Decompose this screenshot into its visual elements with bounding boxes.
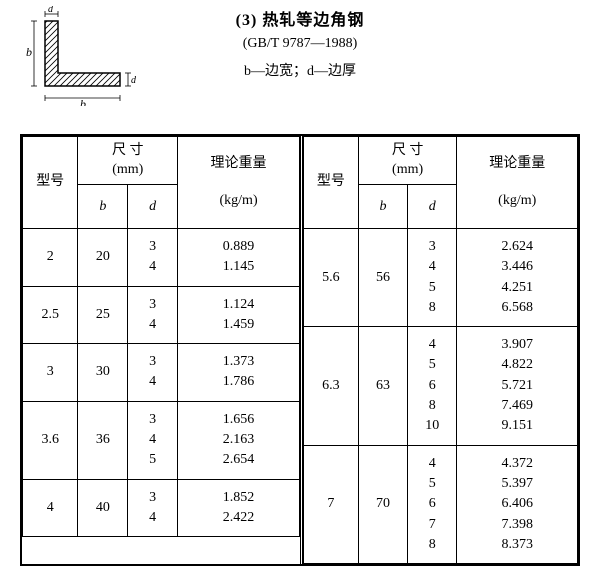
- cell-b: 63: [358, 327, 407, 445]
- hdr-weight: 理论重量(kg/m): [457, 137, 578, 229]
- cell-weight: 3.9074.8225.7217.4699.151: [457, 327, 578, 445]
- cell-d: 34: [128, 286, 178, 344]
- table-row: 3.6363451.6562.1632.654: [23, 401, 300, 479]
- hdr-b: b: [78, 185, 128, 229]
- cell-model: 3: [23, 344, 78, 402]
- cell-b: 36: [78, 401, 128, 479]
- cell-b: 20: [78, 229, 128, 287]
- spec-table: 型号 尺 寸(mm) 理论重量(kg/m) b d 220340.8891.14…: [20, 134, 580, 566]
- cell-b: 30: [78, 344, 128, 402]
- header-area: d b b d (3) 热轧等边角钢 (GB/T 9787—1988) b—边宽…: [0, 0, 600, 120]
- dim-d-right: d: [131, 75, 137, 86]
- table-row: 2.525341.1241.459: [23, 286, 300, 344]
- hdr-weight: 理论重量(kg/m): [178, 137, 300, 229]
- hdr-dim: 尺 寸(mm): [358, 137, 457, 185]
- cell-d: 45678: [408, 445, 457, 563]
- angle-steel-diagram: d b b d: [20, 6, 150, 106]
- cell-b: 25: [78, 286, 128, 344]
- cell-weight: 1.6562.1632.654: [178, 401, 300, 479]
- hdr-d: d: [128, 185, 178, 229]
- cell-b: 70: [358, 445, 407, 563]
- cell-b: 40: [78, 479, 128, 537]
- table-row: 440341.8522.422: [23, 479, 300, 537]
- hdr-d: d: [408, 185, 457, 229]
- cell-weight: 0.8891.145: [178, 229, 300, 287]
- table-right: 型号 尺 寸(mm) 理论重量(kg/m) b d 5.65634582.624…: [300, 136, 578, 564]
- cell-weight: 2.6243.4464.2516.568: [457, 229, 578, 327]
- hdr-model: 型号: [304, 137, 359, 229]
- cell-d: 3458: [408, 229, 457, 327]
- cell-d: 456810: [408, 327, 457, 445]
- table-row: 770456784.3725.3976.4067.3988.373: [304, 445, 578, 563]
- dim-b-left: b: [26, 45, 32, 59]
- table-row: 6.3634568103.9074.8225.7217.4699.151: [304, 327, 578, 445]
- cell-model: 3.6: [23, 401, 78, 479]
- table-row: 330341.3731.786: [23, 344, 300, 402]
- cell-weight: 1.3731.786: [178, 344, 300, 402]
- cell-d: 34: [128, 229, 178, 287]
- table-row: 5.65634582.6243.4464.2516.568: [304, 229, 578, 327]
- cell-model: 6.3: [304, 327, 359, 445]
- table-left: 型号 尺 寸(mm) 理论重量(kg/m) b d 220340.8891.14…: [22, 136, 300, 537]
- cell-weight: 4.3725.3976.4067.3988.373: [457, 445, 578, 563]
- cell-weight: 1.8522.422: [178, 479, 300, 537]
- hdr-b: b: [358, 185, 407, 229]
- hdr-dim: 尺 寸(mm): [78, 137, 178, 185]
- cell-d: 34: [128, 344, 178, 402]
- cell-model: 4: [23, 479, 78, 537]
- cell-d: 345: [128, 401, 178, 479]
- cell-model: 7: [304, 445, 359, 563]
- hdr-model: 型号: [23, 137, 78, 229]
- cell-model: 2: [23, 229, 78, 287]
- cell-d: 34: [128, 479, 178, 537]
- table-row: 220340.8891.145: [23, 229, 300, 287]
- cell-model: 2.5: [23, 286, 78, 344]
- cell-weight: 1.1241.459: [178, 286, 300, 344]
- cell-b: 56: [358, 229, 407, 327]
- dim-b-bottom: b: [80, 97, 86, 106]
- cell-model: 5.6: [304, 229, 359, 327]
